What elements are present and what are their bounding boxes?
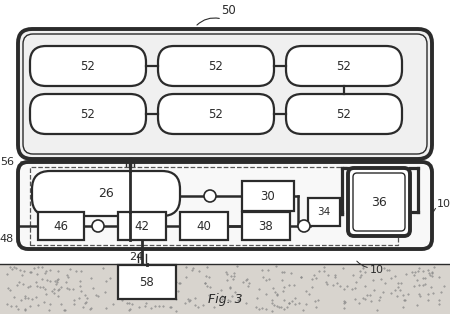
FancyBboxPatch shape — [32, 171, 180, 216]
Text: 36: 36 — [371, 196, 387, 208]
FancyBboxPatch shape — [18, 162, 432, 249]
Bar — [118, 265, 176, 299]
Text: 52: 52 — [208, 59, 224, 73]
Text: 58: 58 — [140, 275, 154, 289]
FancyBboxPatch shape — [353, 173, 405, 231]
FancyBboxPatch shape — [30, 94, 146, 134]
Text: 26: 26 — [98, 187, 114, 200]
Text: 48: 48 — [0, 234, 14, 244]
FancyBboxPatch shape — [348, 168, 410, 236]
Text: 52: 52 — [337, 59, 351, 73]
Text: 10: 10 — [437, 199, 450, 209]
Text: 30: 30 — [261, 190, 275, 203]
Circle shape — [298, 220, 310, 232]
Text: 40: 40 — [197, 219, 212, 232]
Text: 52: 52 — [337, 107, 351, 121]
Bar — [180, 212, 228, 240]
FancyBboxPatch shape — [18, 29, 432, 159]
Bar — [38, 212, 84, 240]
Text: Fig. 3: Fig. 3 — [208, 293, 242, 306]
Text: 52: 52 — [81, 59, 95, 73]
Text: 46: 46 — [54, 219, 68, 232]
Text: 24: 24 — [129, 252, 143, 262]
FancyBboxPatch shape — [286, 46, 402, 86]
FancyBboxPatch shape — [158, 46, 274, 86]
Text: 10: 10 — [370, 265, 384, 275]
FancyBboxPatch shape — [30, 46, 146, 86]
Circle shape — [204, 190, 216, 202]
Circle shape — [92, 220, 104, 232]
Bar — [118, 212, 166, 240]
Bar — [0, 264, 450, 314]
Text: 56: 56 — [0, 157, 14, 167]
Bar — [242, 212, 290, 240]
Text: 52: 52 — [81, 107, 95, 121]
FancyBboxPatch shape — [286, 94, 402, 134]
Bar — [242, 181, 294, 211]
Text: 52: 52 — [208, 107, 224, 121]
Text: 34: 34 — [317, 207, 331, 217]
Bar — [30, 167, 398, 245]
Text: 50: 50 — [220, 4, 235, 17]
Bar — [308, 198, 340, 226]
Text: 38: 38 — [259, 219, 274, 232]
FancyBboxPatch shape — [158, 94, 274, 134]
Text: 42: 42 — [135, 219, 149, 232]
